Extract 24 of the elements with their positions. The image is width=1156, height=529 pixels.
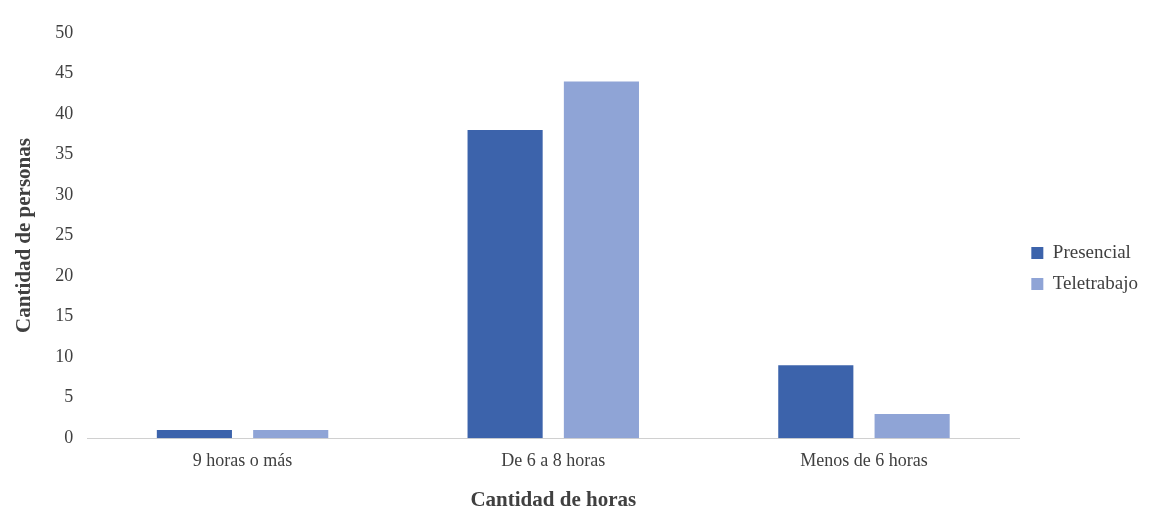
y-axis-title: Cantidad de personas	[11, 138, 36, 333]
bar	[874, 413, 950, 439]
bar	[156, 430, 232, 439]
y-tick-label: 45	[55, 62, 74, 83]
bar	[563, 81, 639, 439]
x-tick-label: De 6 a 8 horas	[501, 449, 606, 470]
legend-label: Presencial	[1052, 240, 1131, 262]
x-axis-title: Cantidad de horas	[470, 486, 637, 511]
y-tick-label: 0	[64, 426, 74, 447]
y-tick-label: 30	[55, 183, 74, 204]
y-tick-label: 5	[64, 386, 74, 407]
y-tick-label: 25	[55, 224, 74, 245]
y-tick-label: 50	[55, 21, 74, 42]
y-tick-label: 35	[55, 143, 74, 164]
y-tick-label: 15	[55, 305, 74, 326]
legend-label: Teletrabajo	[1052, 271, 1139, 293]
x-tick-label: 9 horas o más	[192, 449, 293, 470]
bar	[778, 365, 854, 439]
bar	[253, 430, 329, 439]
y-tick-label: 20	[55, 264, 74, 285]
x-tick-label: Menos de 6 horas	[800, 449, 928, 470]
bar	[467, 130, 543, 439]
y-tick-label: 10	[55, 345, 74, 366]
y-tick-label: 40	[55, 102, 74, 123]
